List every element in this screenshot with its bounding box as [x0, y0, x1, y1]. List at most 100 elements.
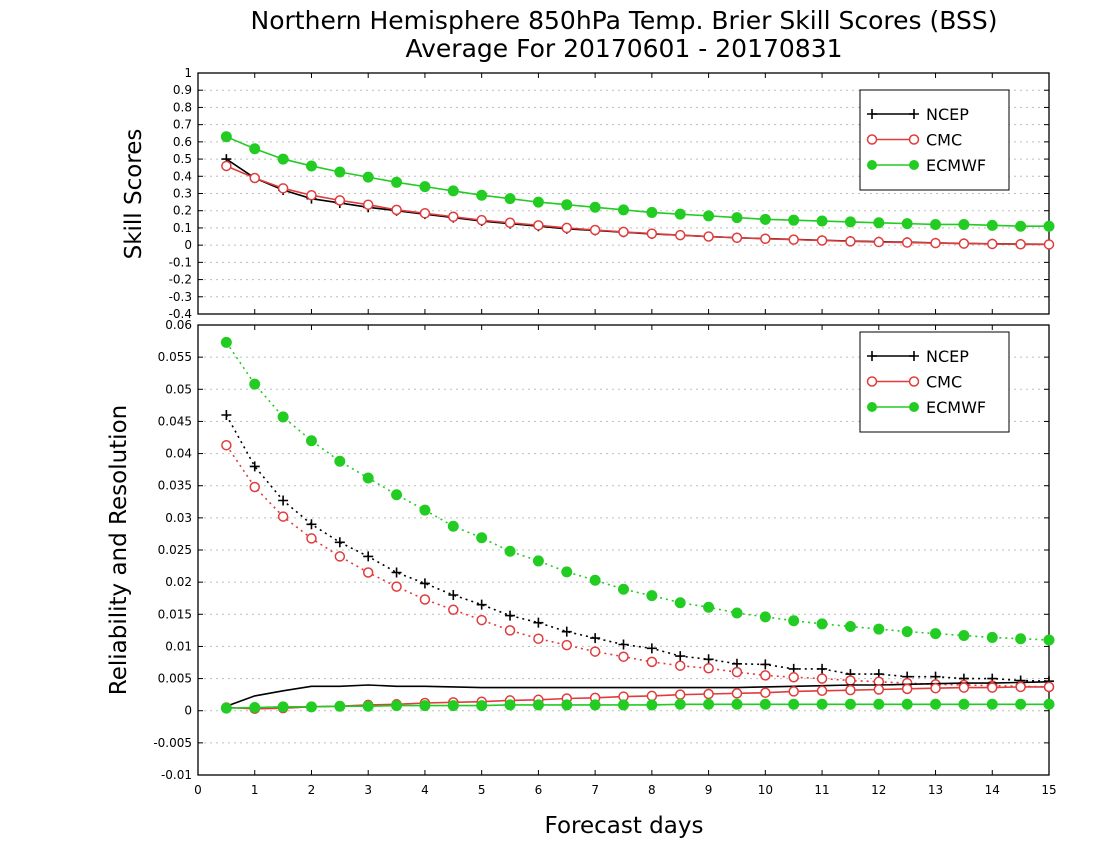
data-point-ecmwf — [305, 701, 317, 713]
data-point-ecmwf — [1043, 698, 1055, 710]
y-tick-label: 0.045 — [158, 414, 192, 428]
data-point-ncep — [221, 410, 232, 420]
y-tick-label: 0.01 — [165, 639, 192, 653]
data-point-ecmwf — [419, 700, 431, 712]
y-tick-label: 0.05 — [165, 382, 192, 396]
data-point-ecmwf — [220, 131, 232, 143]
data-point-cmc — [476, 214, 487, 226]
legend-marker-cmc — [866, 376, 878, 387]
data-point-cmc — [958, 682, 970, 693]
x-tick-label: 9 — [705, 783, 713, 797]
data-point-ecmwf — [958, 630, 970, 641]
data-point-cmc — [249, 481, 260, 493]
data-point-cmc — [1015, 681, 1026, 693]
data-point-cmc — [987, 238, 998, 250]
data-point-ecmwf — [901, 698, 913, 710]
x-tick-label: 3 — [364, 783, 372, 797]
x-tick-label: 0 — [194, 783, 202, 797]
legend-marker-cmc — [908, 376, 920, 387]
y-tick-label: 0.035 — [158, 479, 192, 493]
data-point-cmc — [476, 614, 487, 626]
legend-label-cmc: CMC — [926, 131, 962, 150]
data-point-cmc — [987, 682, 998, 693]
data-point-ecmwf — [589, 699, 601, 711]
data-point-ecmwf — [447, 700, 459, 712]
data-point-ecmwf — [674, 208, 686, 220]
data-point-ecmwf — [618, 583, 629, 595]
data-point-cmc — [788, 672, 799, 683]
data-point-ecmwf — [844, 698, 856, 710]
x-tick-label: 10 — [758, 783, 773, 797]
y-tick-label: 0.6 — [173, 135, 192, 149]
data-point-cmc — [731, 666, 743, 678]
series-line-ncep — [226, 680, 1050, 707]
data-point-ecmwf — [703, 210, 715, 222]
data-point-ecmwf — [447, 520, 459, 532]
data-point-ecmwf — [532, 196, 544, 208]
data-point-cmc — [646, 228, 658, 239]
legend-marker-cmc — [866, 134, 878, 145]
data-point-ncep — [760, 659, 771, 670]
x-tick-label: 13 — [928, 783, 943, 797]
data-point-cmc — [221, 160, 232, 172]
y-tick-label: 0.3 — [173, 187, 192, 201]
data-point-ecmwf — [1015, 633, 1027, 645]
data-point-cmc — [448, 211, 459, 222]
legend-marker-ncep — [867, 109, 877, 119]
data-point-cmc — [646, 690, 658, 702]
data-point-ecmwf — [646, 590, 658, 602]
data-point-ecmwf — [986, 698, 998, 710]
data-point-ecmwf — [873, 623, 885, 635]
data-point-ecmwf — [532, 555, 544, 567]
data-point-ecmwf — [334, 166, 346, 178]
data-point-cmc — [277, 183, 289, 194]
y-tick-label: 0.055 — [158, 350, 192, 364]
data-point-ecmwf — [958, 698, 970, 710]
data-point-cmc — [816, 673, 828, 684]
data-point-ncep — [703, 654, 714, 665]
data-point-ncep — [334, 537, 345, 548]
data-point-cmc — [760, 687, 771, 698]
data-point-ncep — [476, 599, 487, 610]
y-tick-label: 0.5 — [173, 152, 192, 166]
y-tick-label: 0.7 — [173, 118, 192, 132]
data-point-cmc — [873, 684, 885, 695]
data-point-cmc — [760, 233, 771, 245]
data-point-cmc — [731, 688, 743, 699]
y-tick-label: 0.9 — [173, 83, 192, 97]
data-point-cmc — [221, 439, 232, 451]
y-tick-label: 0.025 — [158, 543, 192, 557]
data-point-ecmwf — [703, 698, 715, 710]
data-point-ecmwf — [844, 621, 856, 632]
data-point-ncep — [278, 495, 289, 506]
data-point-cmc — [589, 646, 601, 657]
legend-marker-ncep — [909, 109, 919, 119]
legend-label-ecmwf: ECMWF — [926, 398, 986, 417]
legend-marker-ncep — [909, 351, 919, 361]
top-legend: NCEP CMC ECMWF — [859, 89, 1010, 191]
data-point-ecmwf — [674, 597, 686, 609]
data-point-ncep — [675, 651, 686, 662]
data-point-ecmwf — [220, 336, 232, 348]
data-point-ncep — [391, 567, 402, 578]
data-point-cmc — [533, 633, 544, 644]
data-point-cmc — [504, 217, 516, 229]
x-tick-label: 7 — [591, 783, 599, 797]
data-point-ecmwf — [249, 143, 261, 155]
data-point-cmc — [731, 232, 743, 243]
y-tick-label: 0 — [184, 704, 192, 718]
data-point-ecmwf — [419, 504, 431, 516]
data-point-ecmwf — [419, 181, 431, 193]
x-tick-label: 1 — [251, 783, 259, 797]
data-point-ecmwf — [1015, 698, 1027, 710]
data-point-ecmwf — [703, 601, 715, 613]
data-point-cmc — [362, 567, 374, 578]
data-point-ecmwf — [532, 699, 544, 711]
legend-marker-cmc — [908, 134, 920, 145]
data-point-cmc — [703, 231, 714, 242]
y-tick-label: 0.8 — [173, 100, 192, 114]
data-point-ecmwf — [220, 702, 232, 714]
y-tick-label: -0.3 — [169, 290, 192, 304]
data-point-ecmwf — [674, 698, 686, 710]
